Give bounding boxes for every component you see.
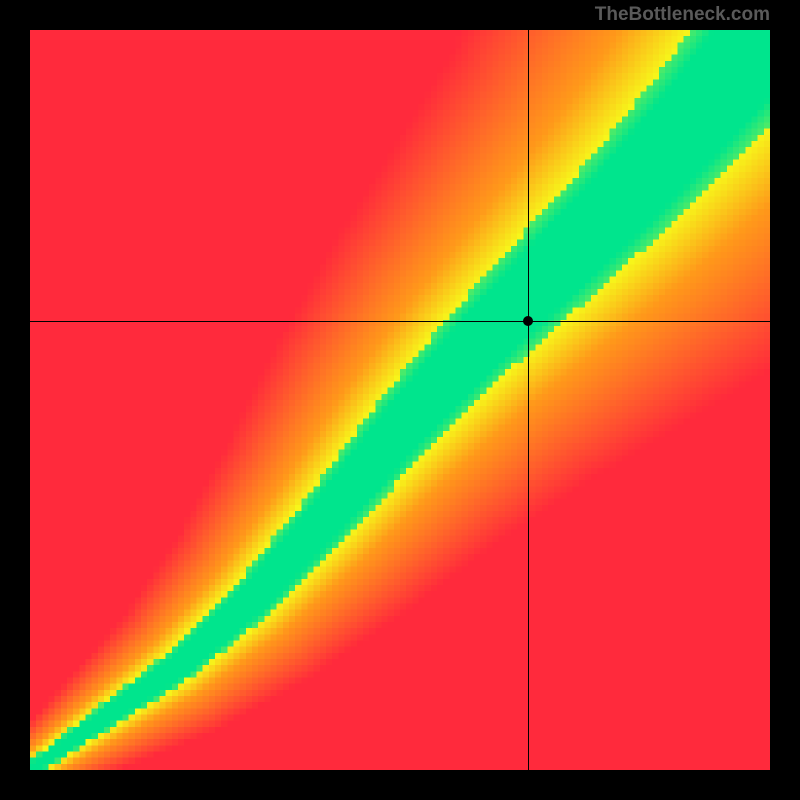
crosshair-marker-dot — [523, 316, 533, 326]
plot-area — [30, 30, 770, 770]
crosshair-vertical — [528, 30, 529, 770]
crosshair-horizontal — [30, 321, 770, 322]
bottleneck-heatmap — [30, 30, 770, 770]
watermark-text: TheBottleneck.com — [595, 4, 770, 26]
